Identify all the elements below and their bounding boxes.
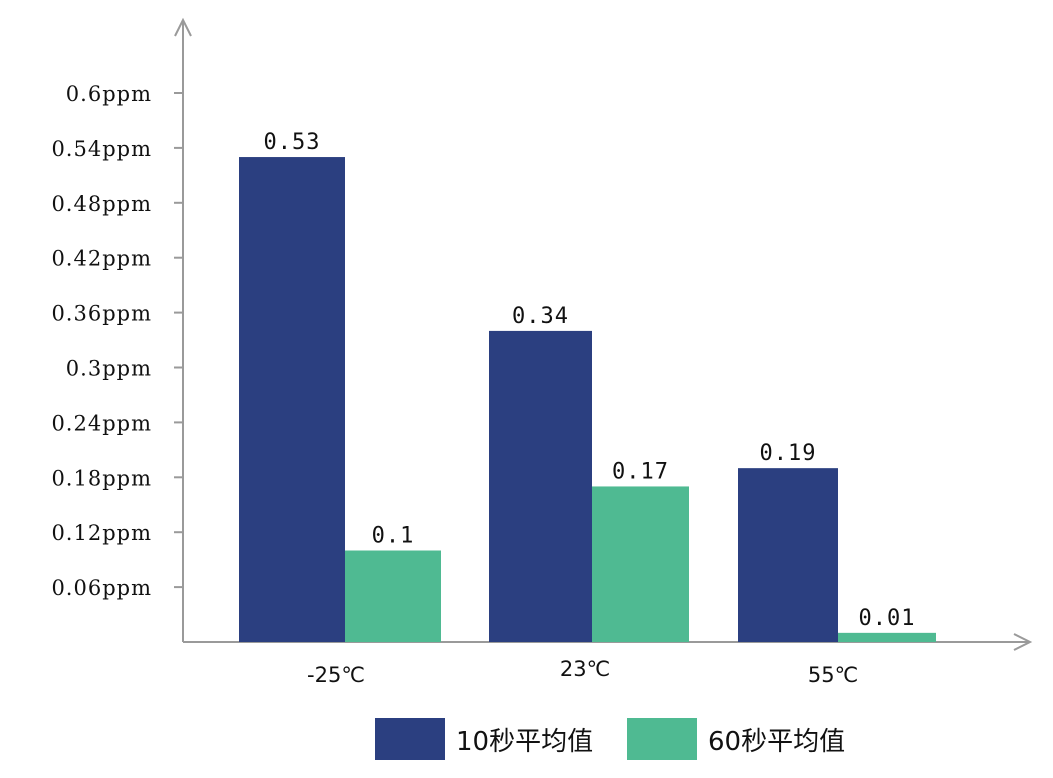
- y-axis-arrow: [174, 17, 192, 37]
- value-labels-group: 0.53 0.1 0.34 0.17 0.19 0.01: [264, 130, 916, 631]
- bar-60s-1: [592, 486, 689, 642]
- y-tick-label: 0.54ppm: [51, 137, 152, 161]
- legend: 10秒平均值 60秒平均值: [375, 718, 845, 760]
- bar-value-label: 0.1: [372, 524, 415, 549]
- x-axis-arrow: [1013, 633, 1033, 651]
- bar-10s-2: [738, 468, 838, 642]
- x-category-label: 55℃: [808, 663, 858, 687]
- legend-label: 10秒平均值: [456, 727, 593, 757]
- bar-60s-0: [345, 550, 441, 642]
- bar-10s-0: [239, 157, 345, 643]
- legend-swatch: [375, 718, 445, 760]
- bars-group: [239, 157, 936, 643]
- x-category-label: 23℃: [560, 657, 610, 681]
- legend-label: 60秒平均值: [708, 727, 845, 757]
- bar-value-label: 0.34: [512, 304, 569, 329]
- y-tick-label: 0.12ppm: [51, 521, 152, 545]
- bar-value-label: 0.01: [859, 606, 916, 631]
- bar-value-label: 0.19: [760, 441, 817, 466]
- y-tick-label: 0.24ppm: [51, 411, 152, 435]
- bar-60s-2: [838, 632, 936, 642]
- bar-10s-1: [489, 330, 592, 642]
- y-tick-label: 0.18ppm: [51, 466, 152, 490]
- x-category-label: -25℃: [307, 663, 365, 687]
- x-axis-category-labels: -25℃ 23℃ 55℃: [307, 657, 858, 687]
- y-tick-label: 0.42ppm: [51, 247, 152, 271]
- bar-value-label: 0.17: [612, 459, 669, 484]
- y-tick-label: 0.06ppm: [51, 576, 152, 600]
- y-tick-label: 0.48ppm: [51, 192, 152, 216]
- bar-value-label: 0.53: [264, 130, 321, 155]
- y-tick-label: 0.36ppm: [51, 302, 152, 326]
- legend-swatch: [627, 718, 697, 760]
- y-tick-label: 0.6ppm: [66, 82, 152, 106]
- y-axis-ticks: 0.06ppm 0.12ppm 0.18ppm 0.24ppm 0.3ppm 0.36pp…: [51, 82, 183, 600]
- y-tick-label: 0.3ppm: [66, 357, 152, 381]
